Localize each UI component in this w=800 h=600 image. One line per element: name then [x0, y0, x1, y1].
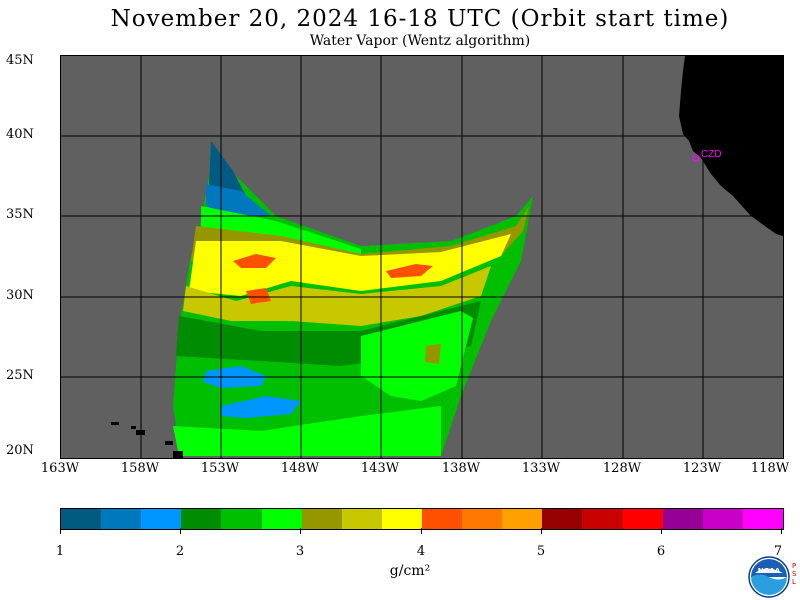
- station-label: CZD: [701, 149, 722, 160]
- graticule: [61, 56, 783, 458]
- colorbar-segment: [502, 509, 543, 529]
- colorbar-label: 5: [536, 544, 546, 559]
- swath-blue-tip: [206, 184, 271, 216]
- colorbar-segment: [101, 509, 142, 529]
- swath-orange-patch-2: [246, 288, 271, 304]
- colorbar-label: 6: [656, 544, 666, 559]
- lon-label: 118W: [750, 461, 790, 476]
- colorbar-segment: [582, 509, 623, 529]
- colorbar-tick: [300, 528, 301, 534]
- colorbar-tick: [541, 528, 542, 534]
- california-coast-land: [679, 56, 783, 236]
- lon-label: 158W: [120, 461, 160, 476]
- colorbar-segment: [181, 509, 222, 529]
- hawaii-islands: [111, 422, 183, 458]
- lat-label: 20N: [6, 443, 34, 458]
- lat-label: 40N: [6, 127, 34, 142]
- colorbar-segment: [702, 509, 743, 529]
- colorbar-segment: [341, 509, 382, 529]
- colorbar-label: 7: [773, 544, 783, 559]
- colorbar-segment: [542, 509, 583, 529]
- lon-label: 138W: [441, 461, 481, 476]
- colorbar-segment: [141, 509, 182, 529]
- lat-label: 30N: [6, 288, 34, 303]
- lon-label: 143W: [360, 461, 400, 476]
- swath-light-olive-band: [183, 266, 491, 326]
- lat-label: 25N: [6, 368, 34, 383]
- lon-label: 163W: [40, 461, 80, 476]
- colorbar-segment: [301, 509, 342, 529]
- colorbar-segment: [662, 509, 703, 529]
- map-title: November 20, 2024 16-18 UTC (Orbit start…: [110, 6, 730, 32]
- swath-yellow-band: [189, 234, 511, 296]
- colorbar-tick: [60, 528, 61, 534]
- swath-bright-green-band-bottom: [173, 406, 441, 456]
- map-subtitle: Water Vapor (Wentz algorithm): [309, 33, 531, 49]
- colorbar-label: 1: [55, 544, 65, 559]
- swath-bright-green-band-south: [361, 311, 473, 401]
- swath-orange-patch-3: [386, 264, 433, 278]
- colorbar-label: 2: [175, 544, 185, 559]
- colorbar-tick: [661, 528, 662, 534]
- lat-label: 35N: [6, 207, 34, 222]
- swath-dark-blue-tip: [209, 141, 246, 196]
- colorbar-tick: [180, 528, 181, 534]
- colorbar-segment: [462, 509, 503, 529]
- colorbar-label: 3: [295, 544, 305, 559]
- lon-label: 148W: [280, 461, 320, 476]
- lon-label: 128W: [602, 461, 642, 476]
- logo-text: NOAA: [758, 567, 781, 575]
- station-marker: [692, 154, 700, 162]
- lon-label: 123W: [682, 461, 722, 476]
- colorbar-segment: [421, 509, 463, 529]
- colorbar-segment: [742, 509, 783, 529]
- swath-olive-patch-south: [425, 344, 441, 364]
- colorbar-units: g/cm²: [389, 563, 431, 579]
- noaa-logo-icon: NOAA: [748, 556, 790, 598]
- water-vapor-swath: [173, 141, 533, 456]
- colorbar-segment: [381, 509, 422, 529]
- colorbar-segment: [61, 509, 102, 529]
- colorbar-segment: [622, 509, 663, 529]
- lon-label: 133W: [521, 461, 561, 476]
- color-scale-bar: [60, 508, 784, 530]
- psl-logo-text: P S L: [792, 562, 797, 586]
- swath-orange-patch-1: [233, 254, 276, 268]
- colorbar-tick: [421, 528, 422, 534]
- colorbar-tick: [781, 528, 782, 534]
- map-svg: CZD: [61, 56, 783, 458]
- lat-label: 45N: [6, 53, 34, 68]
- colorbar-label: 4: [416, 544, 426, 559]
- swath-blue-patch-2: [221, 396, 301, 418]
- lon-label: 153W: [200, 461, 240, 476]
- map-area: CZD: [60, 55, 784, 459]
- colorbar-segment: [221, 509, 262, 529]
- colorbar-segment: [261, 509, 302, 529]
